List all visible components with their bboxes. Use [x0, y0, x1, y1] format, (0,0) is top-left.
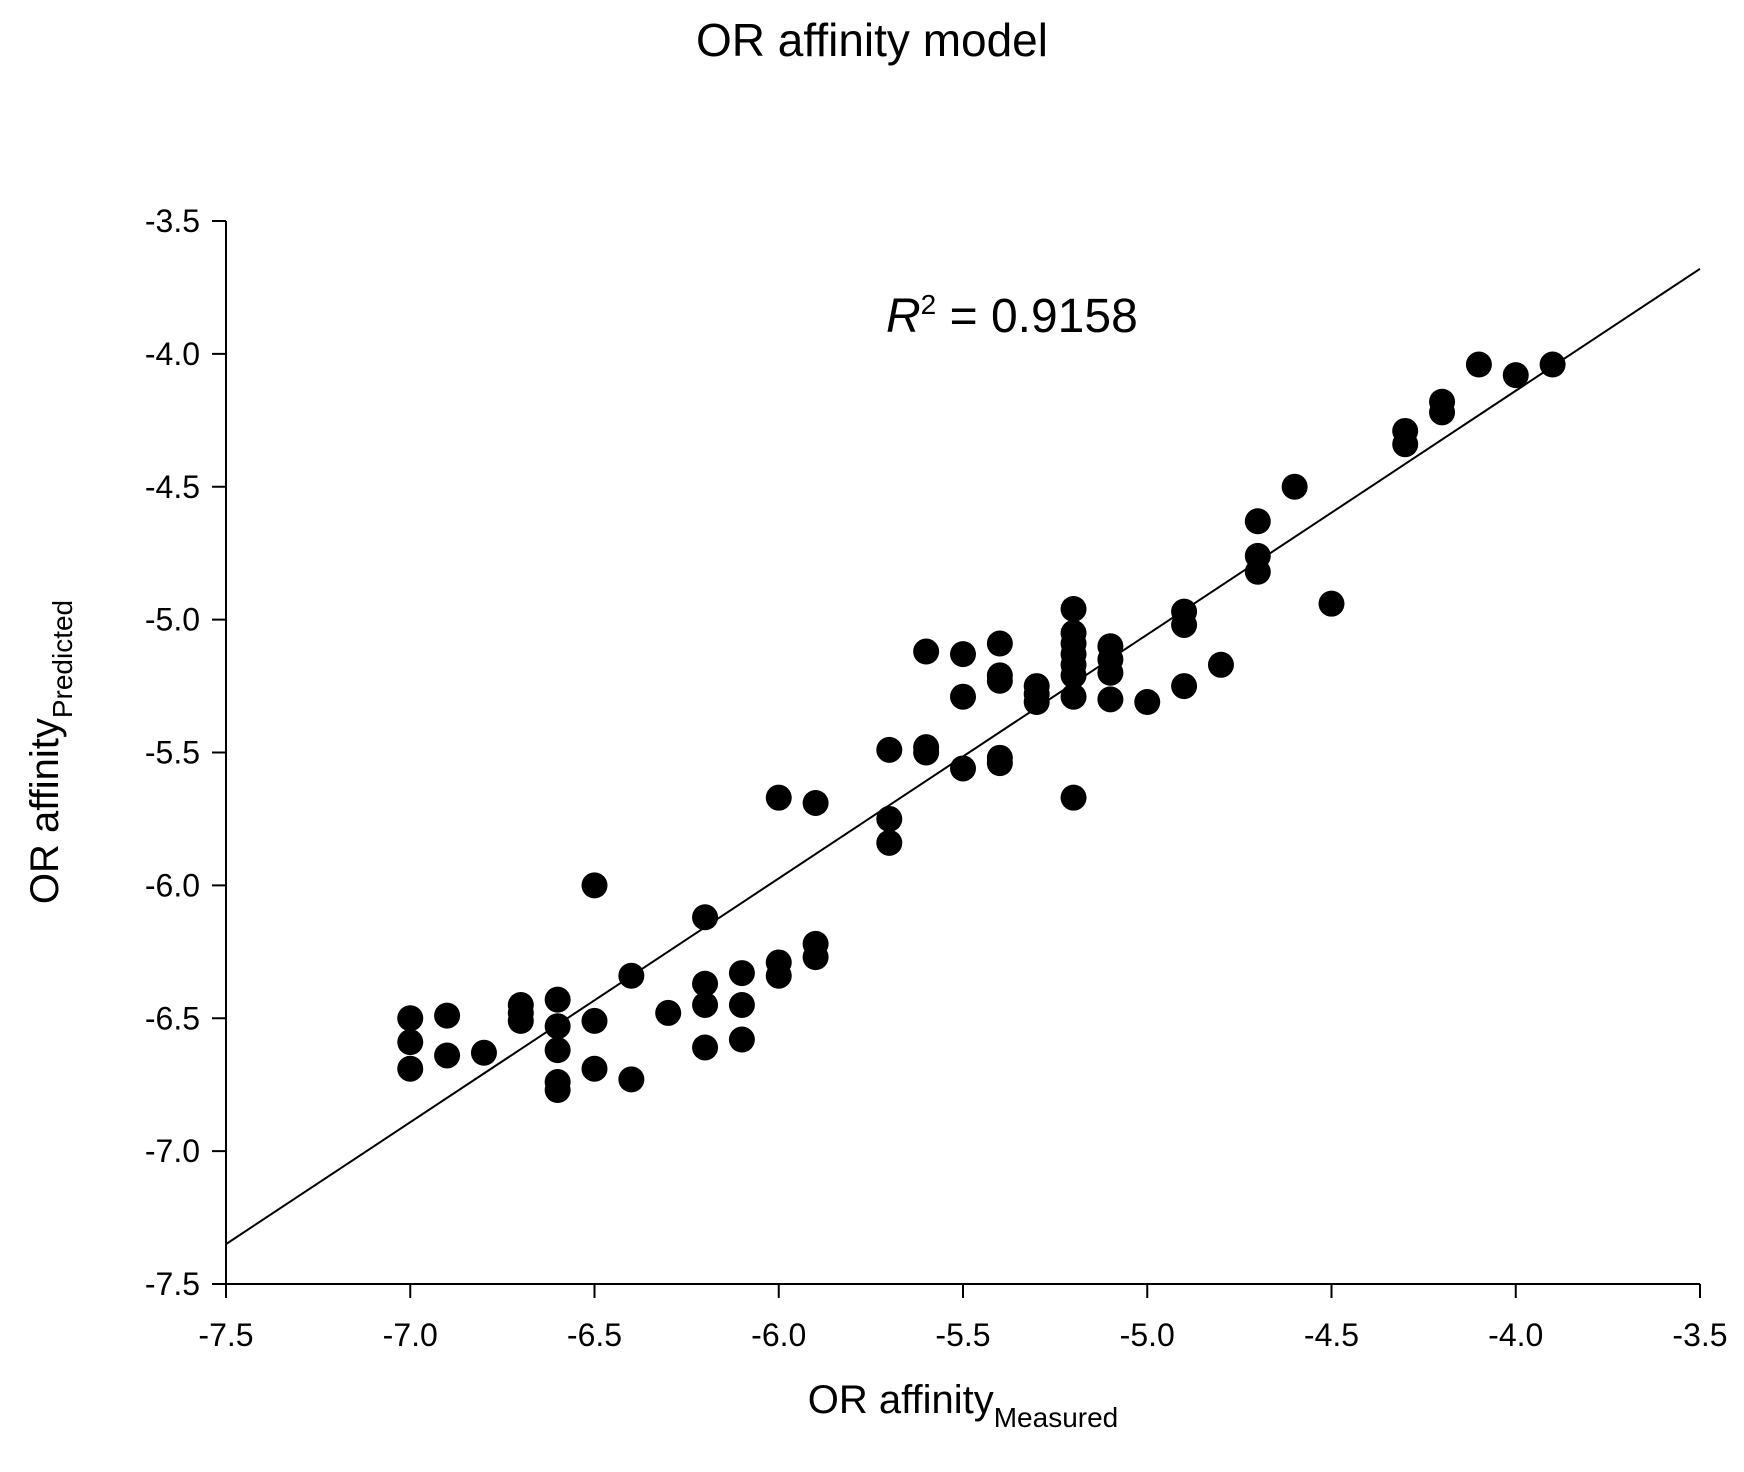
data-point: [950, 755, 976, 782]
x-ticks: -7.5 -7.0 -6.5 -6.0 -5.5 -5.0 -4.5 -4.0 -3.5: [198, 1284, 1728, 1353]
x-tick-label: -7.5: [198, 1317, 253, 1353]
data-point: [1134, 689, 1161, 716]
data-point: [728, 991, 755, 1018]
x-tick-label: -7.0: [383, 1317, 438, 1353]
data-point: [1244, 558, 1271, 585]
x-tick-label: -4.0: [1488, 1317, 1543, 1353]
data-point: [1097, 686, 1124, 713]
data-point: [802, 789, 829, 816]
data-point: [507, 1007, 534, 1034]
data-point: [1060, 662, 1087, 689]
y-tick-label: -6.0: [145, 867, 200, 903]
data-point: [1060, 595, 1087, 622]
r-squared-value: = 0.9158: [936, 290, 1138, 343]
data-point: [618, 962, 645, 989]
y-tick-label: -3.5: [145, 203, 200, 239]
data-point: [913, 638, 940, 665]
data-point: [728, 1026, 755, 1053]
data-point: [1392, 431, 1419, 458]
y-tick-label: -6.5: [145, 1000, 200, 1036]
data-point: [692, 1034, 719, 1061]
data-point: [876, 829, 903, 856]
data-point: [470, 1039, 497, 1066]
y-axis-title-sub: Predicted: [47, 600, 78, 718]
data-point: [544, 1013, 571, 1040]
data-point: [1539, 351, 1566, 378]
data-point: [950, 683, 976, 710]
r-squared-annotation: R2 = 0.9158: [886, 289, 1138, 343]
y-tick-label: -4.5: [145, 469, 200, 505]
x-tick-label: -6.5: [567, 1317, 622, 1353]
r-symbol: R: [886, 290, 921, 343]
data-point: [913, 739, 940, 766]
data-point: [1171, 673, 1198, 700]
data-point: [581, 872, 608, 899]
x-tick-label: -4.5: [1304, 1317, 1359, 1353]
data-point: [802, 944, 829, 971]
data-point: [581, 1055, 608, 1082]
y-tick-label: -4.0: [145, 336, 200, 372]
data-point: [581, 1007, 608, 1034]
data-point: [544, 1077, 571, 1104]
data-point: [728, 960, 755, 987]
data-point: [986, 667, 1013, 694]
y-axis: -3.5 -4.0 -4.5 -5.0 -5.5 -6.0 -6.5 -7.0 -7.5: [145, 203, 227, 1302]
data-points: [397, 351, 1566, 1104]
data-point: [434, 1042, 461, 1069]
data-point: [1023, 689, 1050, 716]
data-point: [434, 1002, 461, 1029]
y-ticks: -3.5 -4.0 -4.5 -5.0 -5.5 -6.0 -6.5 -7.0 -7.5: [145, 203, 226, 1302]
data-point: [1060, 683, 1087, 710]
data-point: [950, 641, 976, 668]
x-tick-label: -5.5: [935, 1317, 990, 1353]
y-axis-title-main: OR affinity: [23, 718, 67, 904]
data-point: [765, 784, 792, 811]
data-point: [692, 970, 719, 997]
data-point: [986, 630, 1013, 657]
x-tick-label: -3.5: [1672, 1317, 1727, 1353]
data-point: [1318, 590, 1345, 617]
data-point: [692, 991, 719, 1018]
data-point: [1502, 362, 1529, 389]
r-exponent: 2: [921, 289, 937, 320]
data-point: [1465, 351, 1492, 378]
data-point: [1244, 508, 1271, 535]
data-point: [544, 986, 571, 1013]
data-point: [1281, 473, 1308, 500]
y-tick-label: -7.0: [145, 1133, 200, 1169]
data-point: [1060, 784, 1087, 811]
data-point: [1097, 659, 1124, 686]
x-tick-label: -5.0: [1120, 1317, 1175, 1353]
data-point: [397, 1029, 424, 1056]
data-point: [1429, 399, 1456, 426]
x-axis-title: OR affinityMeasured: [808, 1378, 1119, 1433]
x-axis-title-main: OR affinity: [808, 1378, 994, 1422]
data-point: [655, 999, 682, 1026]
y-axis-title: OR affinityPredicted: [23, 600, 78, 904]
data-point: [1207, 651, 1234, 678]
x-axis: -7.5 -7.0 -6.5 -6.0 -5.5 -5.0 -4.5 -4.0 -3.5: [198, 1283, 1728, 1353]
data-point: [876, 805, 903, 832]
y-tick-label: -7.5: [145, 1266, 200, 1302]
data-point: [986, 750, 1013, 777]
data-point: [397, 1005, 424, 1032]
x-tick-label: -6.0: [751, 1317, 806, 1353]
data-point: [1171, 611, 1198, 638]
chart-title: OR affinity model: [696, 14, 1048, 66]
y-tick-label: -5.5: [145, 735, 200, 771]
data-point: [397, 1055, 424, 1082]
data-point: [544, 1037, 571, 1064]
data-point: [618, 1066, 645, 1093]
data-point: [876, 736, 903, 763]
x-axis-title-sub: Measured: [994, 1402, 1119, 1433]
data-point: [765, 962, 792, 989]
y-tick-label: -5.0: [145, 602, 200, 638]
data-point: [692, 904, 719, 931]
